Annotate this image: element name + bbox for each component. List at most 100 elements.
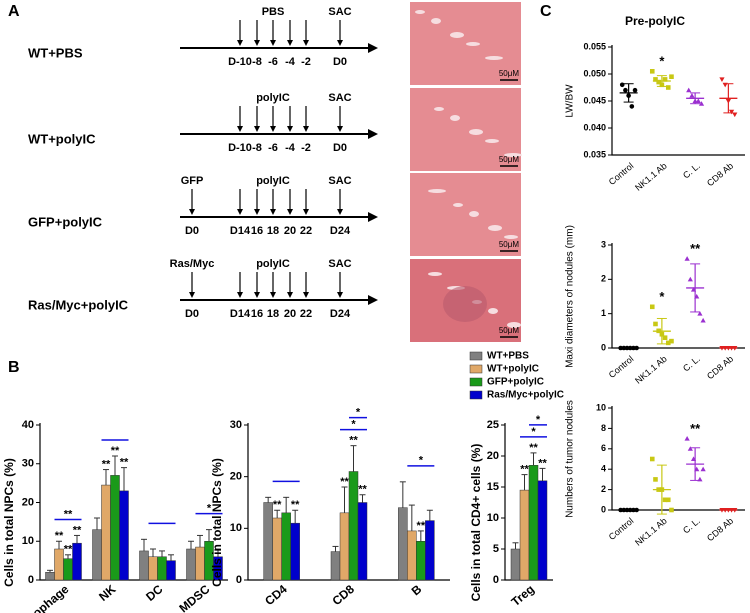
point [662, 335, 668, 340]
x-tick-label: CD8 [330, 582, 358, 608]
day-label: D0 [185, 308, 199, 320]
group-label: WT+polyIC [28, 131, 96, 146]
group-label: GFP+polyIC [28, 214, 103, 229]
day-label: -2 [301, 142, 311, 154]
legend-label: GFP+polyIC [487, 377, 544, 388]
legend-swatch [469, 351, 483, 361]
scale-label: 50μM [499, 69, 520, 78]
significance: ** [120, 457, 129, 469]
day-label: 16 [251, 308, 263, 320]
day-label: D14 [230, 308, 251, 320]
significance: ** [111, 445, 120, 457]
x-tick-label: CD8 Ab [705, 161, 735, 189]
vessel [415, 10, 425, 14]
treatment-label: polyIC [256, 258, 290, 270]
point [665, 340, 671, 346]
y-tick-label: 6 [601, 443, 606, 453]
bar [157, 556, 167, 581]
significance: ** [64, 544, 73, 556]
y-tick-label: 10 [487, 512, 499, 524]
point [669, 507, 674, 513]
y-tick-label: 4 [601, 464, 606, 474]
bar [339, 512, 350, 581]
day-label: D-10 [228, 56, 252, 68]
treatment-label: PBS [262, 6, 285, 18]
vessel [507, 322, 521, 328]
bar [110, 475, 120, 581]
y-tick-label: 0.040 [583, 122, 606, 132]
bar [290, 522, 300, 581]
y-tick-label: 2 [601, 274, 606, 284]
point [653, 477, 658, 482]
legend-label: Ras/Myc+polyIC [487, 390, 564, 401]
axis [611, 406, 745, 511]
panel-label: B [8, 359, 20, 376]
point [695, 98, 701, 103]
arrow-head [237, 209, 243, 215]
arrow-head [270, 209, 276, 215]
y-tick-label: 0 [28, 574, 34, 586]
point [649, 456, 655, 462]
point [662, 77, 668, 82]
bar [166, 560, 176, 581]
y-axis-label: LW/BW [565, 84, 576, 118]
significance: ** [102, 458, 111, 470]
arrow-head [254, 209, 260, 215]
y-tick-label: 0 [493, 574, 499, 586]
bar [263, 502, 273, 581]
vessel [428, 189, 446, 193]
timeline-head [368, 295, 378, 305]
bar [519, 489, 530, 581]
x-tick-label: C. L. [681, 354, 702, 374]
arrow-head [189, 209, 195, 215]
day-label: -4 [285, 56, 296, 68]
day-label: 20 [284, 308, 296, 320]
histology-image [410, 88, 521, 171]
timeline-head [368, 43, 378, 53]
y-tick-label: 0 [236, 574, 242, 586]
day-label: -6 [268, 142, 278, 154]
day-label: -2 [301, 56, 311, 68]
significance: ** [529, 442, 538, 454]
y-tick-label: 10 [230, 522, 242, 534]
legend-label: WT+polyIC [487, 364, 539, 375]
x-tick-label: NK [96, 582, 119, 604]
y-tick-label: 1 [601, 308, 606, 318]
significance: ** [417, 520, 426, 532]
point [728, 109, 735, 115]
vessel [466, 42, 480, 46]
arrow-head [254, 40, 260, 46]
y-tick-label: 2 [601, 484, 606, 494]
treatment-label: polyIC [256, 92, 290, 104]
timeline-head [368, 212, 378, 222]
bar [101, 484, 111, 581]
scale-label: 50μM [499, 326, 520, 335]
significance: ** [690, 421, 701, 436]
histology-image [410, 173, 521, 256]
vessel [469, 129, 483, 135]
vessel [504, 153, 522, 157]
y-axis-label: Cells in total NPCs (%) [2, 458, 16, 587]
point [619, 82, 625, 88]
bar [45, 572, 55, 581]
x-tick-label: NK1.1 Ab [633, 354, 669, 386]
point [698, 101, 705, 106]
point [687, 446, 693, 451]
x-tick-label: CD4 [262, 582, 290, 608]
bar [330, 551, 341, 581]
point [662, 497, 668, 503]
day-label: D0 [185, 225, 199, 237]
point [697, 311, 703, 316]
day-label: 22 [300, 225, 312, 237]
x-tick-label: B [409, 582, 425, 599]
scale-label: 50μM [499, 155, 520, 164]
point [649, 304, 655, 310]
bar [72, 542, 82, 581]
significance: * [659, 54, 665, 69]
point [665, 497, 671, 503]
bar [357, 502, 368, 581]
y-tick-label: 0.045 [583, 95, 606, 105]
day-label: 18 [267, 308, 279, 320]
